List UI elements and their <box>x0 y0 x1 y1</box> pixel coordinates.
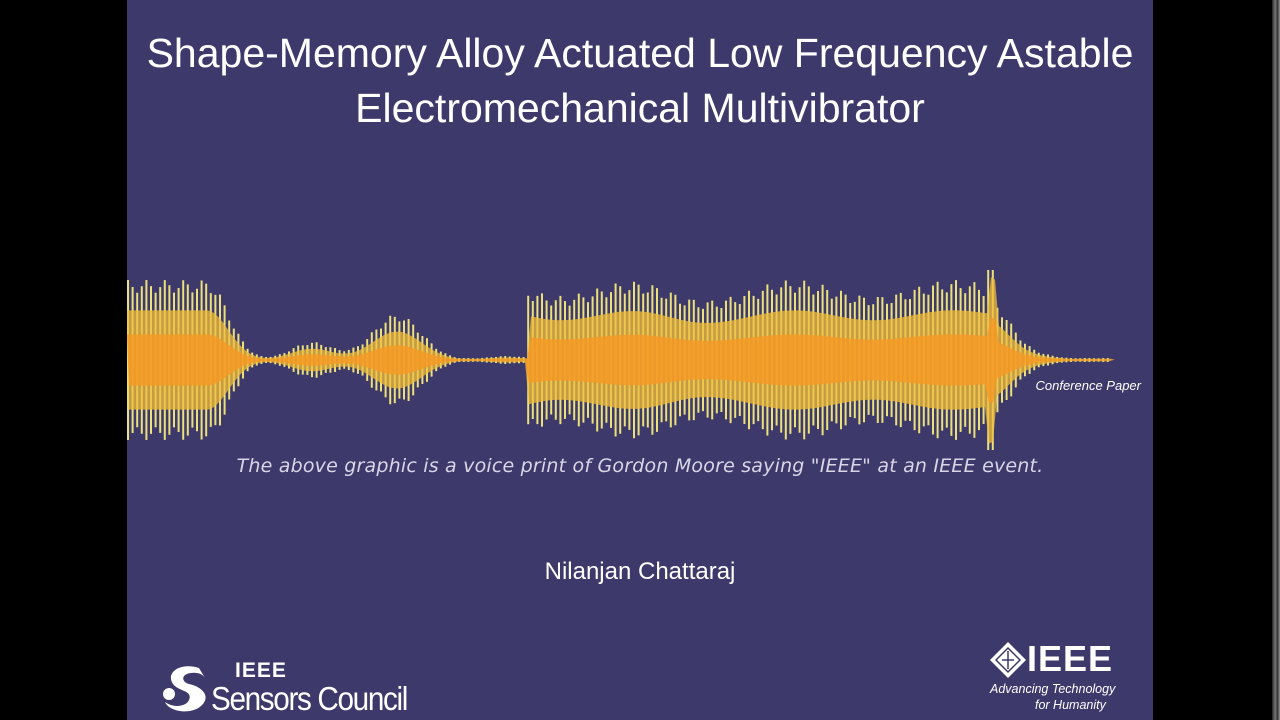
sensors-council-name: Sensors Council <box>211 680 408 717</box>
sensors-council-s-icon <box>163 666 206 712</box>
background-window-edge <box>1272 0 1280 720</box>
ieee-tagline-2: for Humanity <box>1035 698 1106 712</box>
graphic-caption: The above graphic is a voice print of Go… <box>236 455 1044 477</box>
ieee-diamond-icon <box>990 642 1026 678</box>
ieee-sensors-council-logo: IEEE Sensors Council <box>159 658 429 718</box>
ieee-logo: IEEE Advancing Technology for Humanity <box>987 638 1137 718</box>
conference-paper-label: Conference Paper <box>1035 378 1141 393</box>
ieee-wordmark: IEEE <box>1027 638 1114 679</box>
ieee-tagline-1: Advancing Technology <box>990 682 1116 696</box>
presentation-slide: Shape-Memory Alloy Actuated Low Frequenc… <box>127 0 1153 720</box>
slide-title: Shape-Memory Alloy Actuated Low Frequenc… <box>146 30 1134 131</box>
author-name: Nilanjan Chattaraj <box>544 558 736 585</box>
voice-print-graphic <box>127 270 1117 450</box>
wave-inner-band <box>127 317 1117 404</box>
sensors-council-ieee-text: IEEE <box>235 659 287 682</box>
